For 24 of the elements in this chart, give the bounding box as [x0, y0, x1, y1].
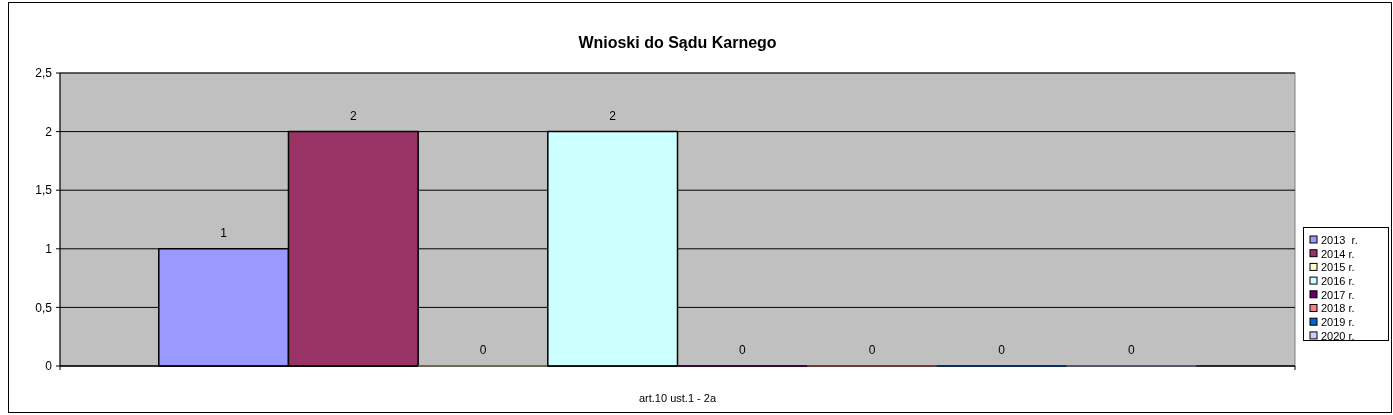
data-label: 2	[609, 108, 617, 123]
y-tick-label: 1,5	[35, 183, 53, 198]
y-tick-label: 2,5	[35, 66, 53, 81]
legend-label: 2013 r.	[1321, 233, 1358, 246]
data-label: 2	[349, 108, 357, 123]
x-tick-label: art.10 ust.1 - 2a	[638, 392, 717, 404]
legend-label: 2018 r.	[1321, 302, 1355, 315]
legend-label: 2017 r.	[1321, 288, 1355, 301]
data-label: 0	[868, 343, 876, 357]
y-tick-label: 0,5	[35, 300, 53, 315]
y-tick-label: 1	[45, 242, 53, 256]
data-label: 0	[1128, 343, 1136, 357]
legend-label: 2016 r.	[1321, 274, 1355, 287]
chart-title: Wnioski do Sądu Karnego	[578, 34, 777, 51]
legend-label: 2015 r.	[1321, 261, 1355, 274]
legend-label: 2019 r.	[1321, 316, 1355, 329]
legend-label: 2020 r.	[1321, 329, 1355, 342]
data-label: 0	[738, 343, 746, 357]
legend-label: 2014 r.	[1321, 247, 1355, 260]
data-label: 0	[479, 343, 487, 357]
y-tick-label: 0	[45, 359, 53, 374]
data-label: 1	[220, 225, 228, 240]
y-tick-label: 2	[45, 124, 53, 139]
data-label: 0	[998, 343, 1006, 357]
